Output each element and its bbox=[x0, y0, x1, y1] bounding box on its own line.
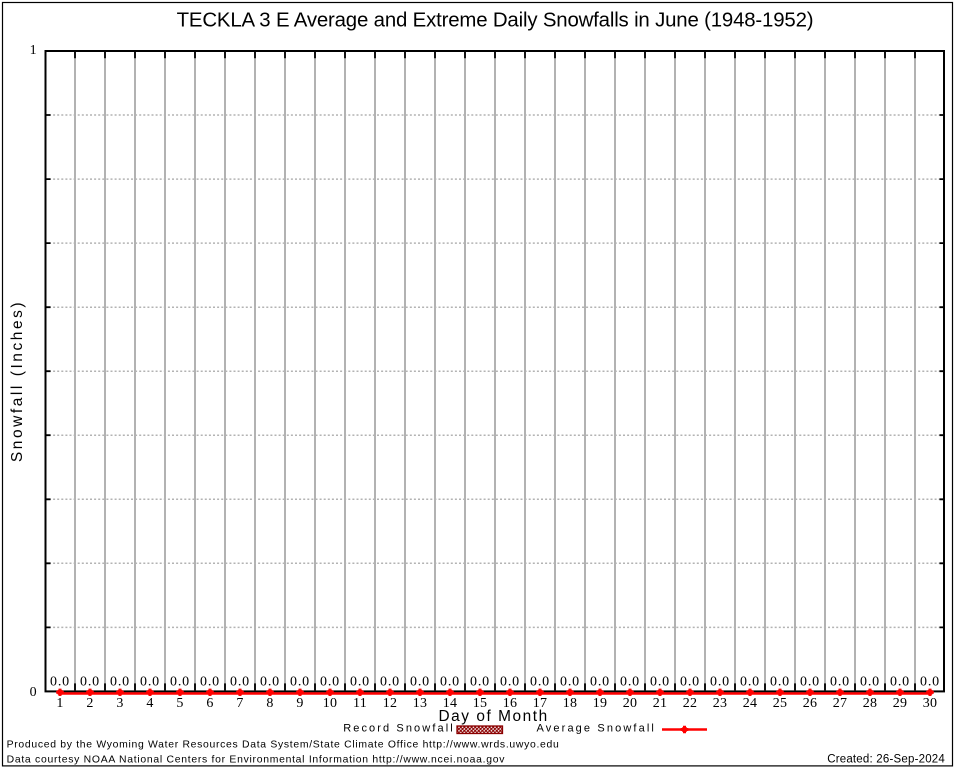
svg-text:0.0: 0.0 bbox=[920, 675, 940, 690]
svg-text:0.0: 0.0 bbox=[590, 675, 610, 690]
svg-text:22: 22 bbox=[683, 696, 698, 711]
svg-text:28: 28 bbox=[863, 696, 878, 711]
svg-text:11: 11 bbox=[353, 696, 367, 711]
svg-text:0: 0 bbox=[30, 685, 37, 700]
svg-text:0.0: 0.0 bbox=[50, 675, 70, 690]
svg-text:14: 14 bbox=[443, 696, 458, 711]
svg-text:3: 3 bbox=[116, 696, 123, 711]
svg-text:10: 10 bbox=[323, 696, 338, 711]
svg-text:6: 6 bbox=[206, 696, 213, 711]
svg-text:2: 2 bbox=[86, 696, 93, 711]
svg-text:0.0: 0.0 bbox=[230, 675, 250, 690]
svg-text:0.0: 0.0 bbox=[350, 675, 370, 690]
svg-text:0.0: 0.0 bbox=[890, 675, 910, 690]
svg-text:Snowfall (Inches): Snowfall (Inches) bbox=[9, 300, 26, 462]
svg-text:9: 9 bbox=[296, 696, 303, 711]
svg-text:0.0: 0.0 bbox=[740, 675, 760, 690]
svg-text:19: 19 bbox=[593, 696, 608, 711]
svg-text:0.0: 0.0 bbox=[260, 675, 280, 690]
svg-text:0.0: 0.0 bbox=[560, 675, 580, 690]
svg-text:30: 30 bbox=[923, 696, 938, 711]
svg-text:8: 8 bbox=[266, 696, 273, 711]
svg-text:24: 24 bbox=[743, 696, 758, 711]
svg-text:4: 4 bbox=[146, 696, 153, 711]
svg-text:0.0: 0.0 bbox=[500, 675, 520, 690]
svg-text:7: 7 bbox=[236, 696, 243, 711]
svg-text:1: 1 bbox=[30, 43, 37, 58]
svg-text:0.0: 0.0 bbox=[380, 675, 400, 690]
svg-text:Average Snowfall: Average Snowfall bbox=[537, 723, 657, 735]
svg-text:15: 15 bbox=[473, 696, 488, 711]
svg-text:23: 23 bbox=[713, 696, 728, 711]
svg-text:0.0: 0.0 bbox=[800, 675, 820, 690]
svg-text:0.0: 0.0 bbox=[440, 675, 460, 690]
svg-text:0.0: 0.0 bbox=[860, 675, 880, 690]
svg-text:0.0: 0.0 bbox=[110, 675, 130, 690]
svg-text:Created: 26-Sep-2024: Created: 26-Sep-2024 bbox=[827, 754, 945, 766]
svg-text:0.0: 0.0 bbox=[710, 675, 730, 690]
svg-text:0.0: 0.0 bbox=[200, 675, 220, 690]
svg-text:0.0: 0.0 bbox=[290, 675, 310, 690]
svg-text:27: 27 bbox=[833, 696, 848, 711]
svg-text:21: 21 bbox=[653, 696, 668, 711]
svg-text:Record Snowfall: Record Snowfall bbox=[343, 723, 455, 735]
svg-text:Produced by the Wyoming Water: Produced by the Wyoming Water Resources … bbox=[7, 739, 560, 750]
svg-text:26: 26 bbox=[803, 696, 818, 711]
svg-text:12: 12 bbox=[383, 696, 398, 711]
svg-text:Day of Month: Day of Month bbox=[438, 708, 548, 725]
svg-text:17: 17 bbox=[533, 696, 548, 711]
svg-text:0.0: 0.0 bbox=[770, 675, 790, 690]
svg-text:0.0: 0.0 bbox=[530, 675, 550, 690]
svg-text:29: 29 bbox=[893, 696, 908, 711]
svg-text:0.0: 0.0 bbox=[470, 675, 490, 690]
svg-text:0.0: 0.0 bbox=[680, 675, 700, 690]
svg-text:0.0: 0.0 bbox=[80, 675, 100, 690]
svg-text:0.0: 0.0 bbox=[140, 675, 160, 690]
svg-text:0.0: 0.0 bbox=[320, 675, 340, 690]
svg-text:13: 13 bbox=[413, 696, 428, 711]
svg-text:Data courtesy NOAA National Ce: Data courtesy NOAA National Centers for … bbox=[7, 755, 506, 766]
svg-text:18: 18 bbox=[563, 696, 578, 711]
svg-text:0.0: 0.0 bbox=[830, 675, 850, 690]
svg-text:1: 1 bbox=[56, 696, 63, 711]
svg-text:0.0: 0.0 bbox=[650, 675, 670, 690]
svg-text:20: 20 bbox=[623, 696, 638, 711]
svg-text:0.0: 0.0 bbox=[410, 675, 430, 690]
svg-text:TECKLA 3 E Average and Extreme: TECKLA 3 E Average and Extreme Daily Sno… bbox=[177, 10, 814, 32]
svg-text:5: 5 bbox=[176, 696, 183, 711]
svg-text:25: 25 bbox=[773, 696, 788, 711]
svg-text:16: 16 bbox=[503, 696, 518, 711]
svg-text:0.0: 0.0 bbox=[170, 675, 190, 690]
svg-text:0.0: 0.0 bbox=[620, 675, 640, 690]
